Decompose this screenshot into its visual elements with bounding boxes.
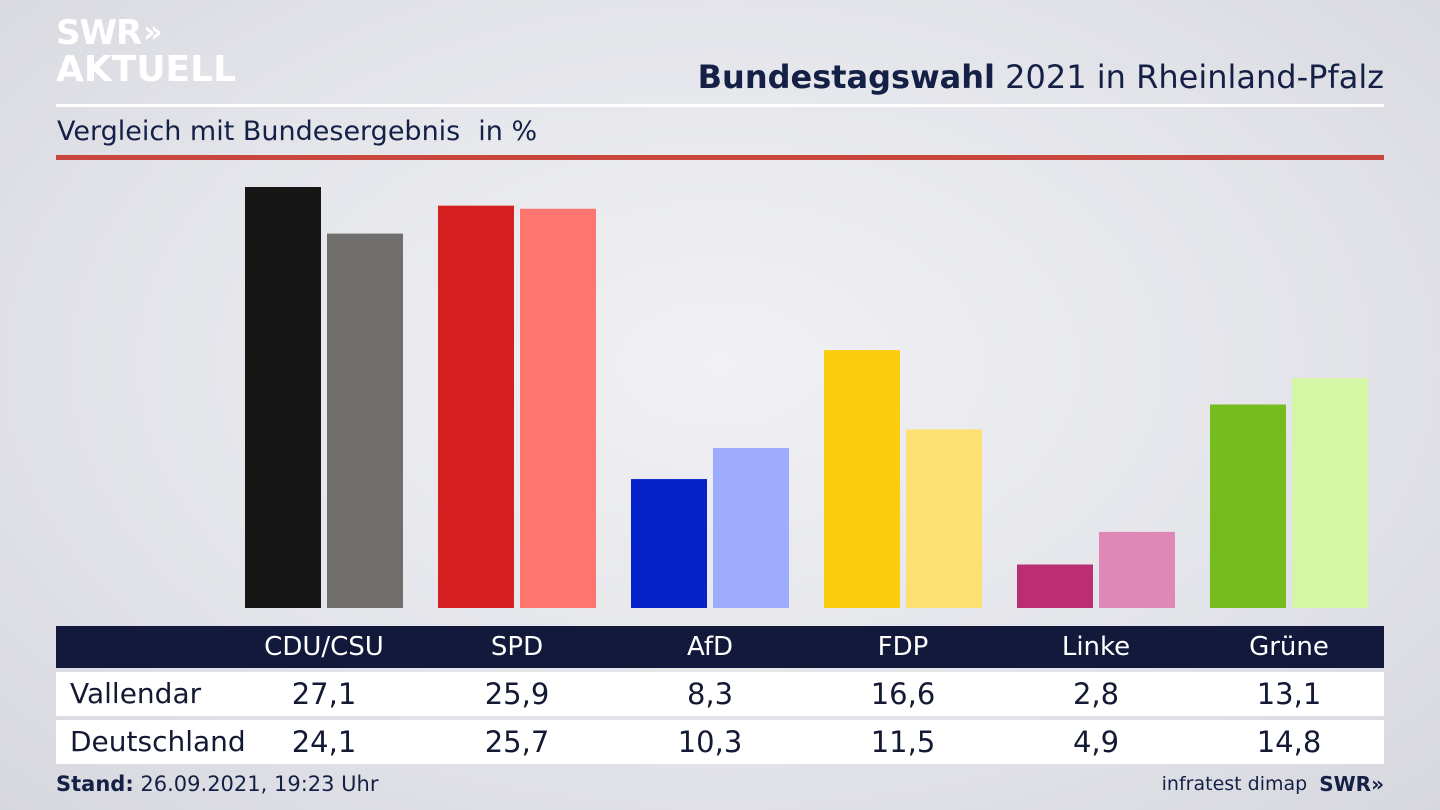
bar-vallendar-fdp [824, 350, 900, 608]
table-cell: 13,1 [1256, 677, 1322, 711]
subtitle-text: Vergleich mit Bundesergebnis [57, 116, 461, 147]
bar-deutschland-cducsu [327, 233, 403, 608]
table-cell: 8,3 [686, 677, 734, 711]
page-title-bold: Bundestagswahl [697, 58, 995, 96]
column-header-spd: SPD [490, 632, 544, 662]
logo-swr-text: SWR [56, 13, 142, 53]
column-header-fdp: FDP [877, 632, 929, 662]
timestamp: Stand: 26.09.2021, 19:23 Uhr [56, 772, 379, 796]
timestamp-label: Stand: [56, 772, 134, 796]
table-cell: 24,1 [291, 725, 357, 759]
bar-deutschland-fdp [906, 429, 982, 608]
subtitle-unit: in % [478, 116, 538, 147]
table-cell: 25,9 [484, 677, 550, 711]
header-divider [56, 104, 1384, 107]
table-cell: 27,1 [291, 677, 357, 711]
bar-chart [245, 187, 1368, 608]
bar-vallendar-linke [1017, 564, 1093, 608]
bar-deutschland-spd [520, 208, 596, 608]
accent-divider [56, 155, 1384, 160]
swr-aktuell-logo: SWR» AKTUELL [56, 16, 236, 88]
table-row: Vallendar 27,1 25,9 8,3 16,6 2,8 13,1 [56, 672, 1384, 716]
timestamp-value: 26.09.2021, 19:23 Uhr [133, 772, 379, 796]
table-cell: 4,9 [1072, 725, 1120, 759]
table-cell: 11,5 [870, 725, 936, 759]
bar-vallendar-afd [631, 479, 707, 608]
column-header-cdu: CDU/CSU [264, 632, 384, 662]
table-cell: 2,8 [1072, 677, 1120, 711]
swr-brand-logo: SWR» [1319, 772, 1384, 796]
page-title-rest: 2021 in Rheinland-Pfalz [995, 58, 1384, 96]
bar-vallendar-spd [438, 205, 514, 608]
bar-deutschland-linke [1099, 531, 1175, 608]
bar-vallendar-cducsu [245, 187, 321, 608]
table-cell: 25,7 [484, 725, 550, 759]
column-header-gruene: Grüne [1249, 632, 1329, 662]
page-title: Bundestagswahl 2021 in Rheinland-Pfalz [698, 58, 1384, 96]
table-cell: 10,3 [677, 725, 743, 759]
table-cell: 14,8 [1256, 725, 1322, 759]
table-cell: 16,6 [870, 677, 936, 711]
chart-subtitle: Vergleich mit Bundesergebnis in % [57, 116, 537, 147]
source-text: infratest dimap [1161, 773, 1308, 795]
row-label: Vallendar [70, 677, 202, 710]
table-row: Deutschland 24,1 25,7 10,3 11,5 4,9 14,8 [56, 720, 1384, 764]
row-label: Deutschland [70, 725, 246, 758]
results-table: CDU/CSU SPD AfD FDP Linke Grüne Vallenda… [56, 626, 1384, 764]
bar-deutschland-afd [713, 447, 789, 608]
column-header-linke: Linke [1061, 632, 1131, 662]
bar-vallendar-grne [1210, 404, 1286, 608]
logo-aktuell-text: AKTUELL [56, 49, 237, 90]
table-header: CDU/CSU SPD AfD FDP Linke Grüne [56, 626, 1384, 668]
column-header-afd: AfD [686, 632, 734, 662]
bar-deutschland-grne [1292, 378, 1368, 608]
source-credit: infratest dimap SWR» [1162, 772, 1384, 796]
